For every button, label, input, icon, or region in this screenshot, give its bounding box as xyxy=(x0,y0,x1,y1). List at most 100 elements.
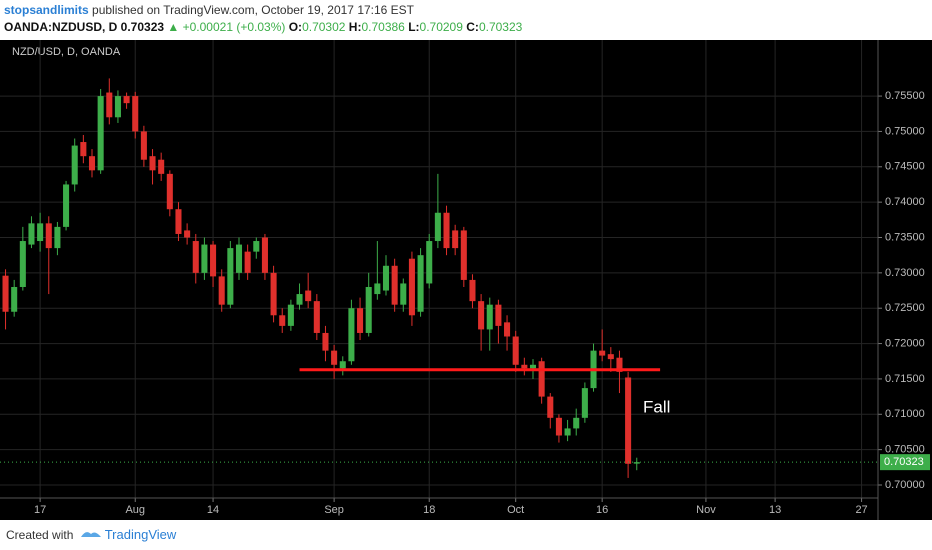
candle-body xyxy=(88,156,96,171)
candle-body xyxy=(201,244,208,273)
y-tick-label: 0.73500 xyxy=(885,231,925,243)
header: stopsandlimits published on TradingView.… xyxy=(4,2,522,36)
y-tick-label: 0.70000 xyxy=(885,479,925,491)
price: 0.70323 xyxy=(120,20,165,34)
x-tick-label: 16 xyxy=(596,504,608,516)
candle-body xyxy=(19,241,26,287)
candle-body xyxy=(210,244,217,277)
candle-body xyxy=(11,286,18,312)
candle-body xyxy=(547,396,554,418)
candle-body xyxy=(37,223,44,242)
candle-body xyxy=(374,283,381,295)
h-value: 0.70386 xyxy=(361,20,405,34)
symbol: OANDA:NZDUSD, D xyxy=(4,20,118,34)
candle-body xyxy=(253,241,260,252)
candle-body xyxy=(460,230,467,280)
candle-body xyxy=(218,276,225,305)
candle-body xyxy=(426,241,433,284)
candle-body xyxy=(400,283,407,305)
candle-body xyxy=(382,265,390,291)
y-tick-label: 0.75500 xyxy=(885,90,925,102)
candle-body xyxy=(417,255,424,312)
candle-body xyxy=(140,131,147,160)
annotation: Fall xyxy=(643,397,670,416)
y-tick-label: 0.71000 xyxy=(885,408,925,420)
candle-body xyxy=(227,248,234,305)
candle-body xyxy=(555,417,562,436)
x-tick-label: 13 xyxy=(769,504,781,516)
candle-body xyxy=(235,244,243,273)
candle-body xyxy=(625,377,632,464)
candle-body xyxy=(2,275,9,312)
change: ▲ +0.00021 (+0.03%) xyxy=(167,20,286,34)
candle-body xyxy=(244,251,251,273)
published: published on TradingView.com, October 19… xyxy=(92,3,415,17)
candle-body xyxy=(45,223,52,249)
candle-body xyxy=(564,428,571,436)
candle-body xyxy=(504,322,511,337)
quote-line: OANDA:NZDUSD, D 0.70323 ▲ +0.00021 (+0.0… xyxy=(4,19,522,36)
brand: TradingView xyxy=(104,527,177,542)
y-tick-label: 0.74000 xyxy=(885,196,925,208)
l-value: 0.70209 xyxy=(419,20,463,34)
candle-body xyxy=(158,159,165,174)
candle-body xyxy=(270,272,277,316)
candle-body xyxy=(521,364,528,369)
candle-body xyxy=(607,354,614,360)
candle-body xyxy=(408,258,415,316)
candle-body xyxy=(279,315,286,326)
candle-body xyxy=(305,290,312,302)
candle-body xyxy=(28,223,35,245)
x-tick-label: Aug xyxy=(125,504,145,516)
y-tick-label: 0.71500 xyxy=(885,373,925,385)
candle-body xyxy=(331,350,338,365)
candle-body xyxy=(573,417,580,429)
candle-body xyxy=(123,96,130,104)
candle-body xyxy=(538,361,545,397)
candle-body xyxy=(184,230,191,238)
chart-background xyxy=(0,40,932,520)
candle-body xyxy=(261,237,268,273)
candle-body xyxy=(529,364,537,369)
candle-body xyxy=(478,301,485,330)
candle-body xyxy=(166,173,173,210)
last-price-tag xyxy=(880,454,930,471)
l-label: L: xyxy=(408,20,420,34)
publish-line: stopsandlimits published on TradingView.… xyxy=(4,2,522,19)
o-value: 0.70302 xyxy=(302,20,346,34)
candle-body xyxy=(469,279,476,302)
candle-body xyxy=(452,230,459,249)
candle-body xyxy=(365,286,372,333)
candle-body xyxy=(54,226,61,249)
c-label: C: xyxy=(466,20,479,34)
candle-body xyxy=(486,304,493,330)
candle-body xyxy=(313,301,320,333)
y-tick-label: 0.72500 xyxy=(885,302,925,314)
author: stopsandlimits xyxy=(4,3,89,17)
candle-body xyxy=(339,361,346,369)
candle-body xyxy=(106,92,113,118)
y-tick-label: 0.74500 xyxy=(885,161,925,173)
candle-body xyxy=(581,388,588,418)
candle-body xyxy=(512,336,519,365)
candle-body xyxy=(495,304,502,326)
created-with: Created with xyxy=(6,528,74,542)
candle-body xyxy=(71,145,78,185)
candle-body xyxy=(357,308,364,333)
y-tick-label: 0.72000 xyxy=(885,337,925,349)
candle-body xyxy=(149,156,156,171)
x-tick-label: Sep xyxy=(324,504,344,516)
candle-body xyxy=(633,462,640,464)
candle-body xyxy=(434,212,441,242)
candle-body xyxy=(443,212,450,249)
candle-body xyxy=(599,350,606,356)
candle-body xyxy=(132,96,139,132)
candle-body xyxy=(63,184,70,227)
candle-body xyxy=(287,304,294,326)
candle-body xyxy=(97,96,104,171)
x-tick-label: 14 xyxy=(207,504,219,516)
candle-body xyxy=(175,209,182,234)
candle-body xyxy=(80,142,87,157)
y-tick-label: 0.73000 xyxy=(885,267,925,279)
